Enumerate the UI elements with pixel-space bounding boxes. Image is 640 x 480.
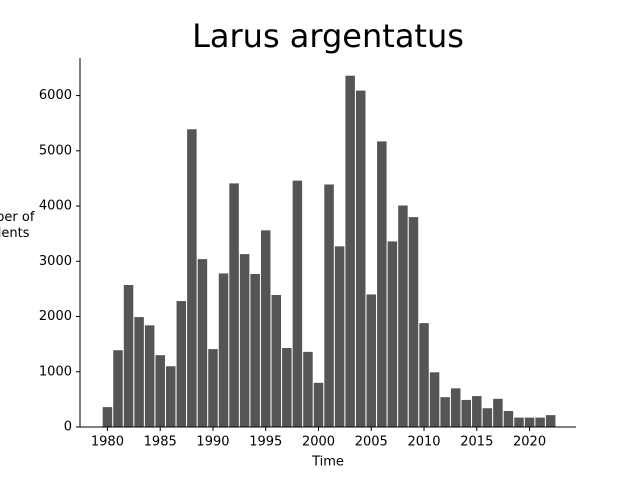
x-tick-label: 2000	[302, 435, 335, 450]
bar	[155, 355, 165, 427]
y-tick-label: 5000	[39, 143, 72, 158]
bar	[102, 407, 113, 427]
bar	[324, 184, 334, 427]
bar	[514, 417, 524, 427]
bar	[271, 294, 282, 427]
y-tick-label: 2000	[39, 309, 72, 324]
bar	[176, 301, 187, 427]
bar	[166, 366, 176, 427]
y-tick-label: 1000	[39, 364, 72, 379]
x-tick-label: 2005	[355, 435, 388, 450]
chart-title: Larus argentatus	[192, 17, 464, 55]
bar	[250, 273, 260, 427]
x-tick-label: 2020	[513, 435, 546, 450]
bar	[208, 349, 218, 427]
x-tick-label: 1985	[144, 435, 177, 450]
bar	[313, 382, 324, 427]
bar	[524, 417, 535, 427]
bar	[429, 372, 440, 427]
bar	[239, 254, 250, 427]
x-axis-label: Time	[311, 455, 344, 470]
bar	[260, 230, 271, 427]
y-tick-label: 0	[64, 420, 72, 435]
bar	[345, 75, 355, 428]
bar	[472, 396, 482, 427]
y-tick-label: 6000	[39, 88, 72, 103]
bar	[482, 408, 493, 427]
bar	[366, 294, 377, 427]
bar	[187, 129, 197, 428]
bar	[503, 410, 514, 427]
x-tick-label: 2010	[407, 435, 440, 450]
bar	[229, 183, 239, 427]
x-tick-label: 2015	[460, 435, 493, 450]
bar	[535, 417, 545, 427]
x-tick-label: 1990	[196, 435, 229, 450]
y-axis-label: Number of incidents	[0, 210, 35, 241]
bar	[282, 348, 292, 427]
y-tick-label: 4000	[39, 199, 72, 214]
x-tick-label: 1980	[91, 435, 124, 450]
bar	[461, 399, 471, 427]
bar	[387, 241, 398, 427]
bar	[123, 285, 134, 427]
bar	[303, 351, 313, 427]
x-tick-label: 1995	[249, 435, 282, 450]
bar	[493, 398, 503, 427]
bar	[545, 415, 556, 427]
bar	[440, 397, 450, 427]
bar	[218, 273, 229, 427]
bar	[134, 317, 144, 427]
bar	[144, 325, 155, 427]
bar	[292, 180, 303, 427]
bar	[355, 90, 366, 428]
bar	[197, 259, 208, 427]
y-tick-label: 3000	[39, 254, 72, 269]
bar	[334, 246, 345, 427]
bar	[419, 323, 429, 427]
bar	[377, 141, 387, 427]
bar	[398, 205, 408, 427]
bar	[113, 350, 123, 427]
bar	[450, 388, 461, 427]
bar	[408, 217, 419, 427]
